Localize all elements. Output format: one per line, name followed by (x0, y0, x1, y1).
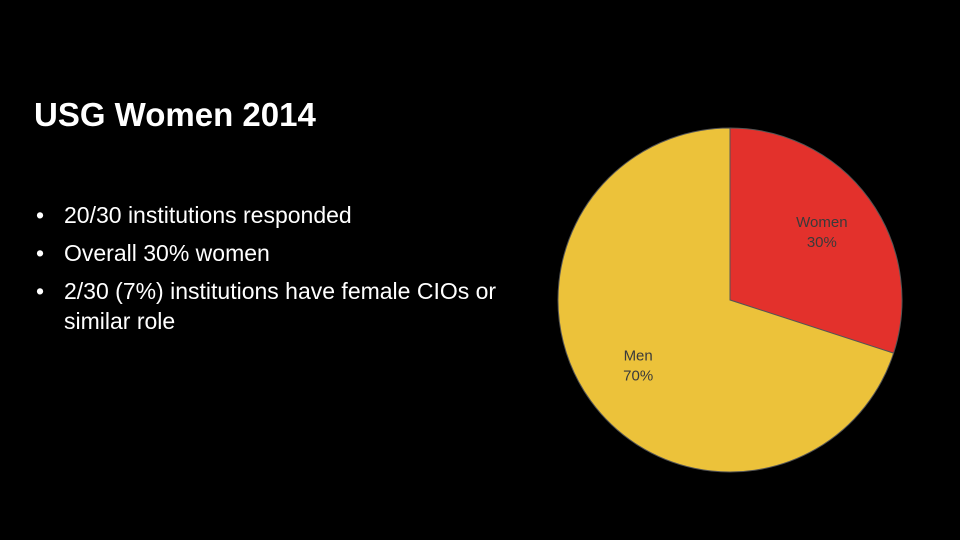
pie-slice (729, 127, 903, 354)
slice-value-label: 30% (807, 234, 837, 251)
bullet: 2/30 (7%) institutions have female CIOs … (30, 276, 540, 336)
pie-slice (557, 127, 895, 473)
bullet-list: 20/30 institutions responded Overall 30% … (30, 200, 540, 344)
slide-title: USG Women 2014 (34, 96, 316, 133)
slice-value-label: 70% (623, 368, 653, 385)
bullet: Overall 30% women (30, 238, 540, 268)
slice-category-label: Men (624, 348, 653, 365)
bullet: 20/30 institutions responded (30, 200, 540, 230)
slice-category-label: Women (796, 214, 847, 231)
